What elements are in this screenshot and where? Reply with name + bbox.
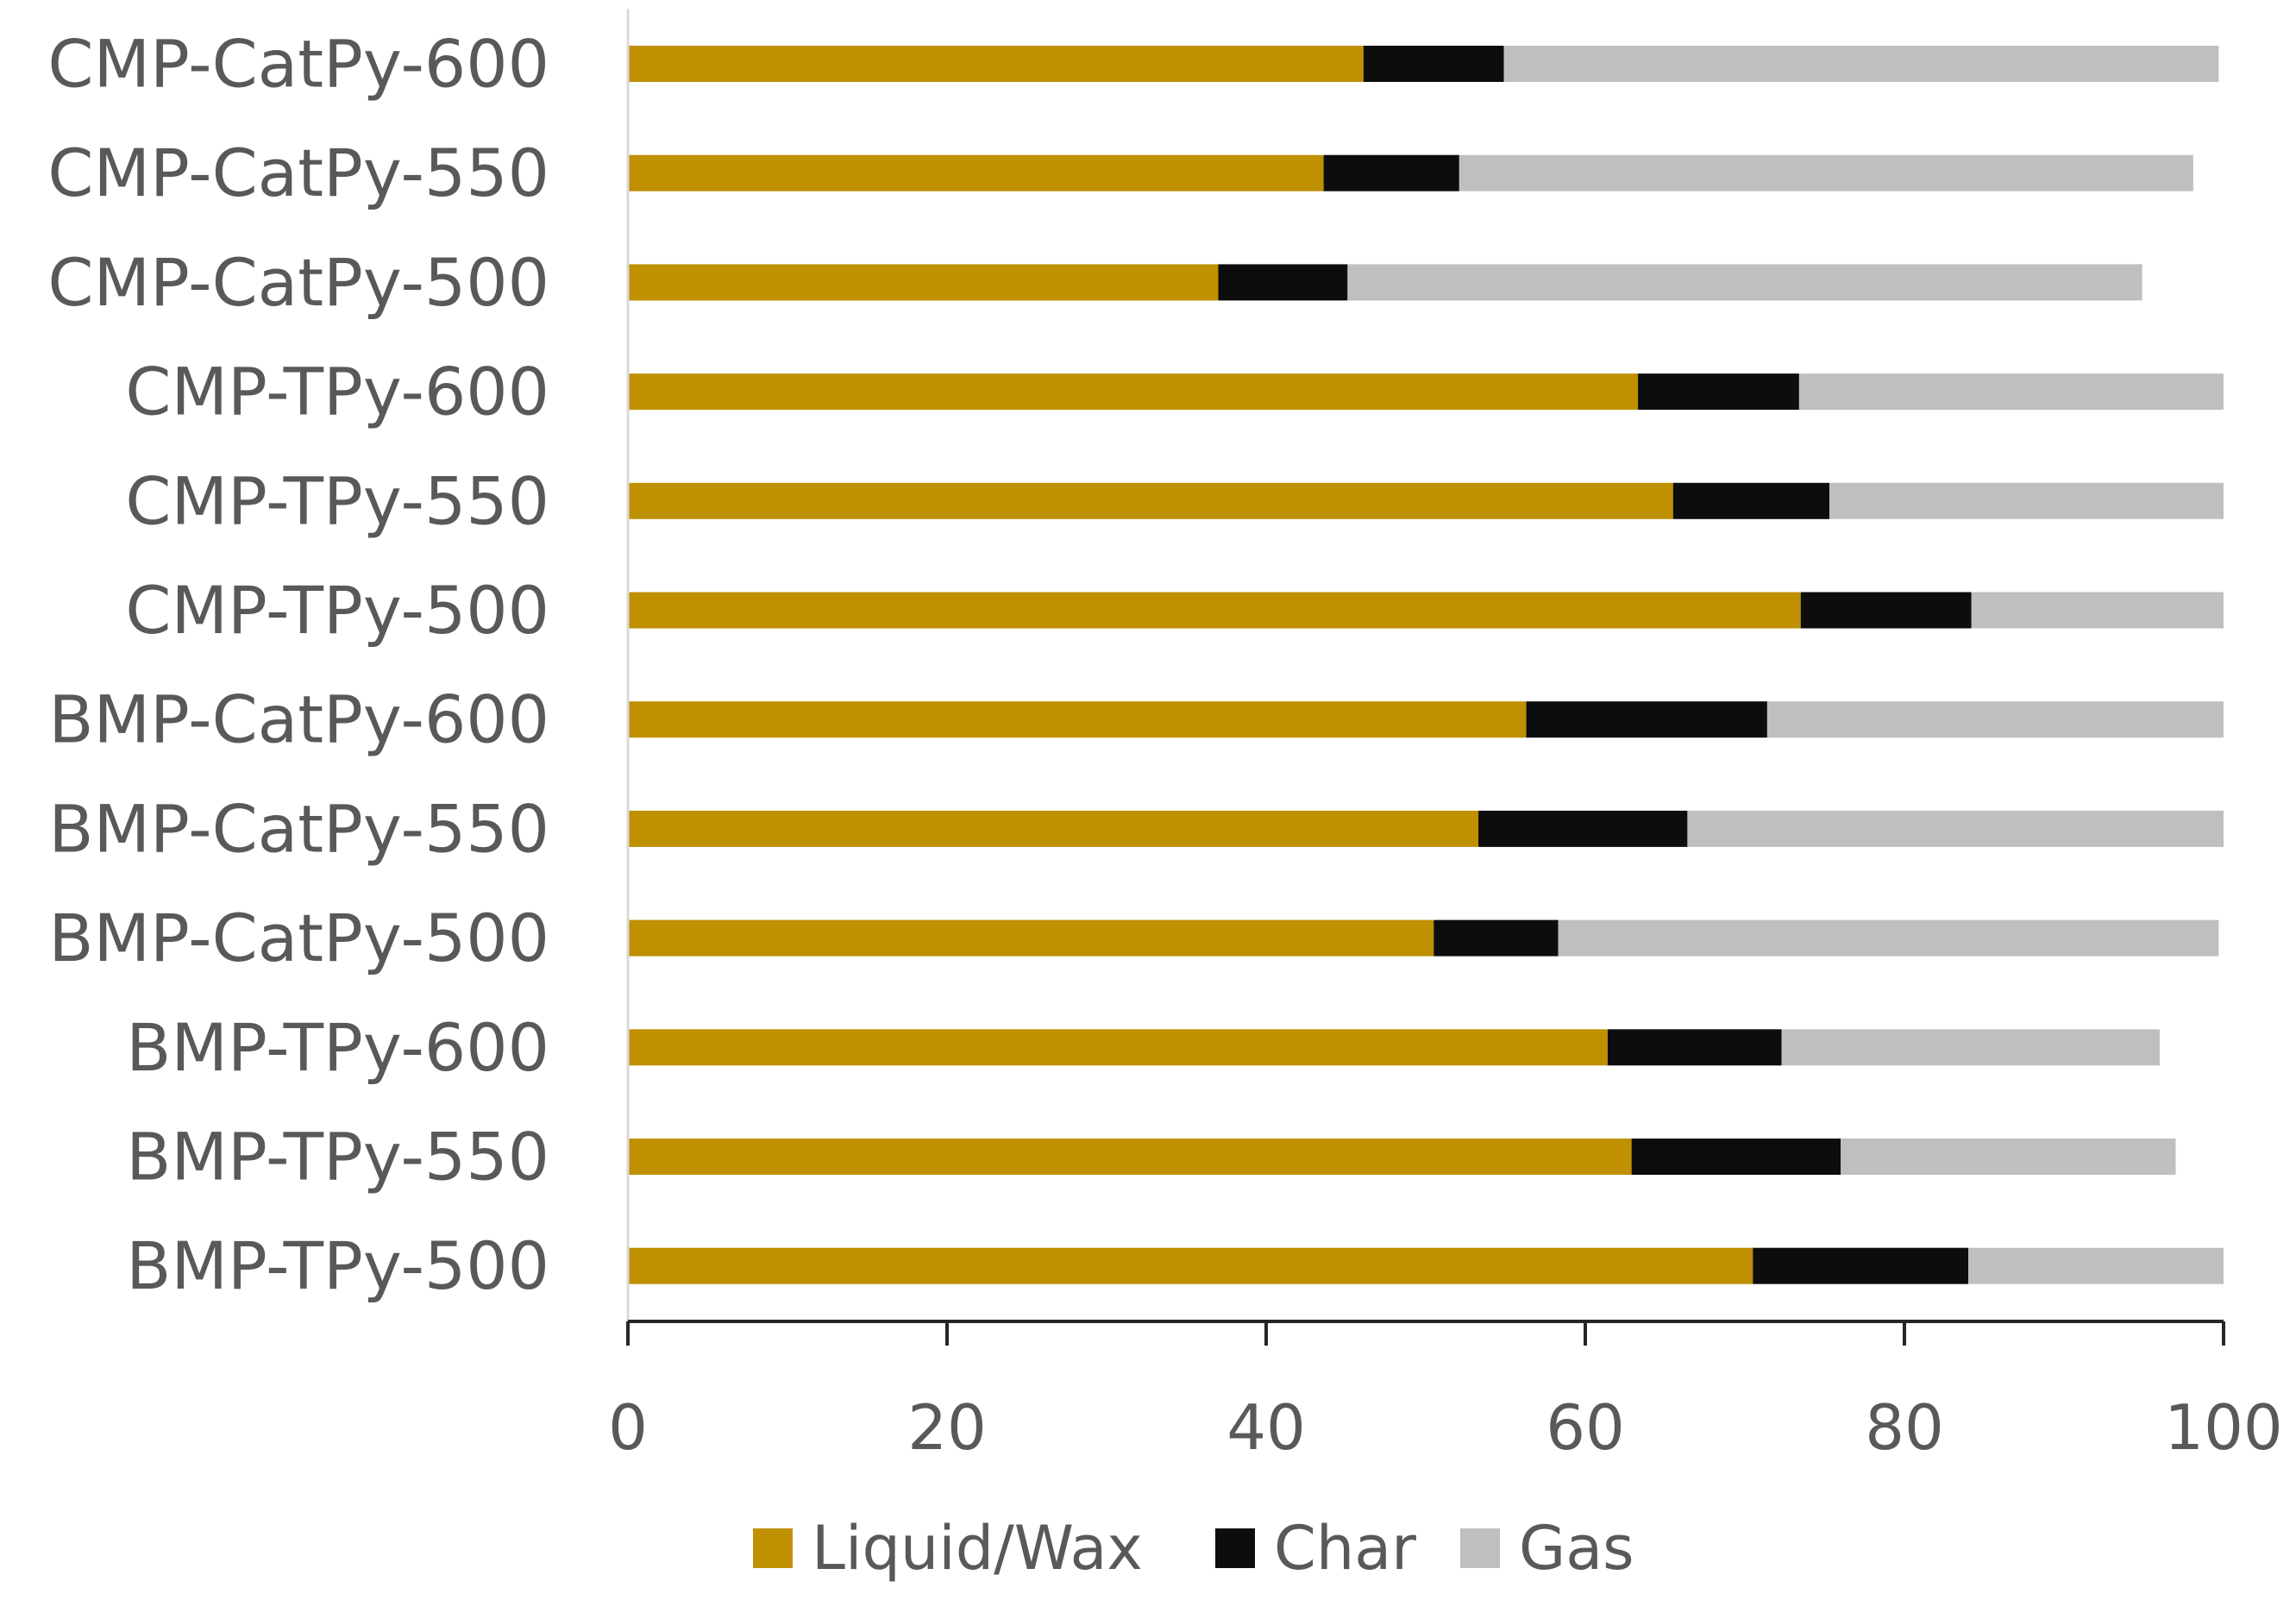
category-label: CMP-TPy-550	[125, 462, 549, 539]
category-label: CMP-TPy-500	[125, 572, 549, 649]
category-label: BMP-TPy-500	[126, 1227, 549, 1304]
bar-gas-cmp-catpy-550	[1459, 154, 2193, 191]
category-label: CMP-TPy-600	[125, 354, 549, 430]
category-label: BMP-CatPy-600	[48, 681, 549, 758]
bar-char-bmp-tpy-600	[1607, 1029, 1782, 1066]
bar-char-cmp-catpy-550	[1323, 154, 1459, 191]
bars-layer	[628, 46, 2224, 1284]
bar-liquid-wax-bmp-tpy-550	[628, 1139, 1632, 1175]
legend-swatch-char	[1215, 1528, 1255, 1568]
x-tick-label: 80	[1865, 1391, 1944, 1464]
category-label: BMP-CatPy-500	[48, 900, 549, 976]
bar-liquid-wax-cmp-catpy-500	[628, 264, 1219, 301]
bar-gas-cmp-catpy-600	[1503, 46, 2219, 82]
bar-char-cmp-tpy-600	[1638, 373, 1799, 411]
category-label: BMP-CatPy-550	[48, 790, 549, 867]
category-labels: CMP-CatPy-600 CMP-CatPy-550 CMP-CatPy-500 C…	[47, 26, 549, 1305]
bar-gas-bmp-catpy-600	[1766, 701, 2224, 738]
bar-liquid-wax-cmp-tpy-550	[628, 482, 1673, 519]
bar-gas-bmp-catpy-500	[1558, 919, 2219, 957]
legend-label-gas: Gas	[1519, 1513, 1634, 1584]
bar-char-cmp-catpy-600	[1363, 46, 1504, 82]
bar-char-bmp-catpy-600	[1526, 701, 1767, 738]
legend-label-char: Char	[1274, 1513, 1416, 1584]
bar-liquid-wax-bmp-catpy-600	[628, 701, 1527, 738]
bar-gas-cmp-tpy-600	[1798, 373, 2224, 411]
category-label: CMP-CatPy-550	[47, 135, 549, 211]
bar-liquid-wax-cmp-catpy-550	[628, 154, 1324, 191]
bar-liquid-wax-cmp-tpy-500	[628, 592, 1801, 629]
x-tick-label: 100	[2164, 1391, 2282, 1464]
bar-char-bmp-catpy-550	[1478, 810, 1688, 847]
category-label: BMP-TPy-600	[126, 1009, 549, 1086]
bar-liquid-wax-bmp-tpy-600	[628, 1029, 1608, 1066]
legend: Liquid/Wax Char Gas	[753, 1513, 1634, 1584]
bar-liquid-wax-bmp-catpy-500	[628, 919, 1434, 957]
category-label: CMP-CatPy-500	[47, 244, 549, 321]
x-tick-label: 40	[1226, 1391, 1306, 1464]
bar-liquid-wax-bmp-catpy-550	[628, 810, 1479, 847]
category-label: CMP-CatPy-600	[47, 26, 549, 103]
x-tick-label: 0	[608, 1391, 648, 1464]
bar-char-cmp-tpy-550	[1672, 482, 1830, 519]
x-ticks-layer: 0 20 40 60 80 100	[608, 1321, 2283, 1464]
bar-gas-bmp-catpy-550	[1687, 810, 2224, 847]
bar-char-cmp-tpy-500	[1800, 592, 1972, 629]
bar-char-bmp-catpy-500	[1433, 919, 1559, 957]
legend-swatch-liquid-wax	[753, 1528, 793, 1568]
bar-liquid-wax-cmp-tpy-600	[628, 373, 1639, 411]
category-label: BMP-TPy-550	[126, 1119, 549, 1195]
bar-liquid-wax-cmp-catpy-600	[628, 46, 1364, 82]
legend-label-liquid-wax: Liquid/Wax	[812, 1513, 1143, 1584]
bar-char-bmp-tpy-550	[1631, 1139, 1841, 1175]
bar-char-bmp-tpy-500	[1753, 1247, 1968, 1284]
bar-char-cmp-catpy-500	[1218, 264, 1348, 301]
bar-gas-cmp-tpy-500	[1971, 592, 2224, 629]
x-tick-label: 20	[907, 1391, 987, 1464]
bar-gas-cmp-catpy-500	[1347, 264, 2142, 301]
bar-gas-bmp-tpy-550	[1841, 1139, 2176, 1175]
legend-swatch-gas	[1460, 1528, 1500, 1568]
x-tick-label: 60	[1546, 1391, 1625, 1464]
bar-gas-bmp-tpy-600	[1781, 1029, 2160, 1066]
bar-gas-bmp-tpy-500	[1968, 1247, 2224, 1284]
bar-gas-cmp-tpy-550	[1829, 482, 2224, 519]
bar-liquid-wax-bmp-tpy-500	[628, 1247, 1753, 1284]
